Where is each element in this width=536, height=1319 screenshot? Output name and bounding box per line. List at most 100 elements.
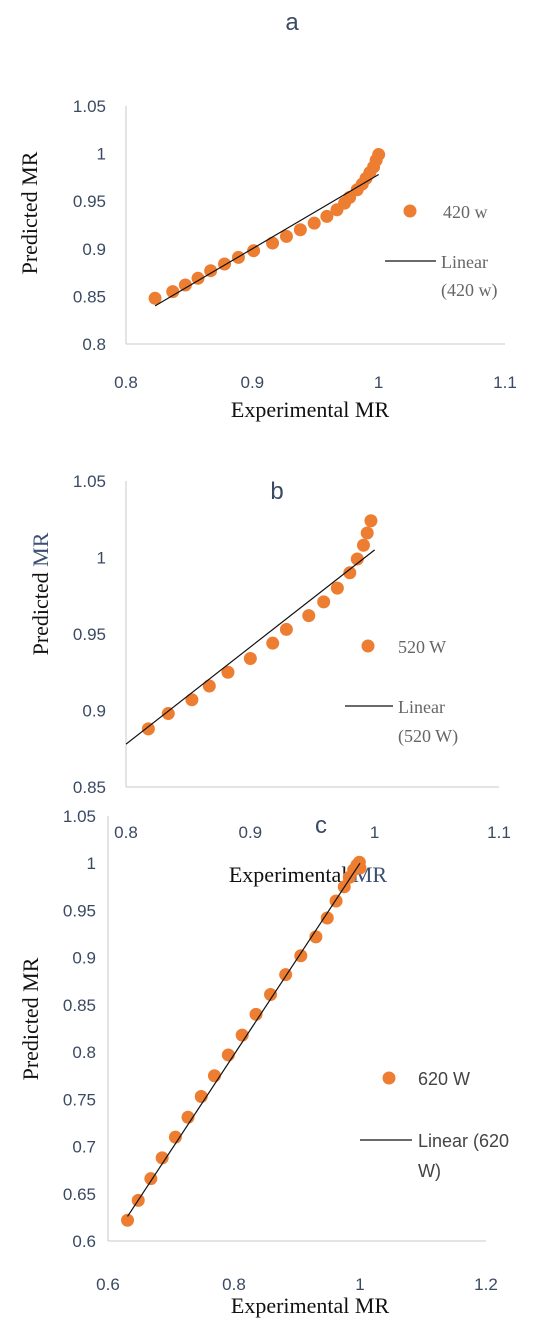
y-axis-title-part: MR: [28, 532, 53, 567]
data-point: [320, 209, 334, 223]
legend-label-points: 620 W: [418, 1069, 470, 1089]
legend-label-trendline: Linear (620 W): [418, 1131, 509, 1181]
data-point: [293, 223, 307, 237]
data-point: [207, 1069, 221, 1083]
chart-panel-c: c 0.6 0.65 0.7 0.75 0.8 0.85 0.9 0.95 1 1.05 0.6 0.8…: [18, 807, 509, 1318]
legend: 520 W Linear (520 W): [345, 637, 458, 747]
data-point: [249, 1007, 263, 1021]
legend-label-points: 420 w: [443, 202, 488, 222]
y-tick-label: 0.95: [73, 192, 106, 211]
data-point: [155, 1151, 169, 1165]
data-point: [243, 651, 257, 665]
x-tick-label: 0.8: [114, 373, 138, 392]
data-point: [364, 514, 378, 528]
data-point: [279, 229, 293, 243]
legend-label-trendline: Linear (520 W): [398, 697, 458, 747]
y-tick-label: 0.6: [72, 1232, 96, 1251]
x-axis-title: Experimental MR: [229, 862, 388, 887]
data-point: [221, 665, 235, 679]
data-point: [168, 1130, 182, 1144]
x-tick-label: 1: [374, 373, 383, 392]
data-point: [266, 636, 280, 650]
y-tick-label: 0.65: [63, 1185, 96, 1204]
x-tick-label: 1.2: [474, 1275, 498, 1294]
x-tick-label: 0.9: [241, 373, 265, 392]
legend-marker-points: [361, 639, 375, 653]
data-point: [202, 679, 216, 693]
chart-panel-b: b 0.85 0.9 0.95 1 1.05 0.8 0.9 1 1.1 Experimental …: [28, 472, 511, 887]
legend: 620 W Linear (620 W): [360, 1069, 509, 1181]
legend-label-line: (420 w): [441, 280, 498, 301]
data-point: [320, 911, 334, 925]
data-point: [221, 1048, 235, 1062]
x-tick-label: 1.1: [487, 823, 511, 842]
y-tick-label: 0.9: [82, 240, 106, 259]
trendline: [125, 549, 376, 745]
data-point: [121, 1213, 135, 1227]
x-axis-title-part: Experimental: [229, 862, 353, 887]
chart-panel-a: a 0.8 0.85 0.9 0.95 1 1.05 0.8 0.9 1 1.1 Experiment…: [17, 9, 517, 422]
trendline: [154, 174, 379, 307]
x-tick-label: 0.9: [239, 823, 263, 842]
y-tick-label: 1: [97, 145, 106, 164]
data-point: [372, 148, 386, 162]
legend-label-line: (520 W): [398, 726, 458, 747]
y-tick-label: 0.95: [73, 625, 106, 644]
panel-label: c: [315, 812, 327, 839]
y-tick-label: 1.05: [63, 807, 96, 826]
y-tick-label: 0.95: [63, 901, 96, 920]
data-point: [178, 278, 192, 292]
x-axis-title: Experimental MR: [231, 397, 390, 422]
data-point: [191, 271, 205, 285]
data-point: [317, 595, 331, 609]
data-point: [141, 722, 155, 736]
y-tick-label: 1: [97, 549, 106, 568]
y-axis-title: Predicted MR: [17, 151, 42, 274]
data-point: [330, 581, 344, 595]
x-tick-label: 1: [370, 823, 379, 842]
legend-marker-points: [403, 204, 417, 218]
data-point: [279, 622, 293, 636]
y-tick-label: 0.85: [73, 287, 106, 306]
data-point: [356, 538, 370, 552]
data-point: [353, 861, 367, 875]
data-point: [360, 526, 374, 540]
y-tick-label: 0.9: [82, 702, 106, 721]
x-tick-label: 1: [355, 1275, 364, 1294]
y-axis-title-part: Predicted: [28, 567, 53, 656]
y-tick-label: 0.9: [72, 949, 96, 968]
legend-marker-points: [382, 1071, 396, 1085]
y-axis-title: Predicted MR: [28, 532, 53, 655]
y-axis-title: Predicted MR: [18, 957, 43, 1080]
y-tick-label: 1: [87, 854, 96, 873]
data-point: [343, 566, 357, 580]
x-tick-label: 1.1: [493, 373, 517, 392]
legend: 420 w Linear (420 w): [385, 202, 498, 301]
data-point: [166, 285, 180, 299]
legend-label-line: Linear (620: [418, 1131, 509, 1151]
y-tick-label: 0.75: [63, 1090, 96, 1109]
legend-label-trendline: Linear (420 w): [441, 252, 498, 301]
y-tick-label: 0.8: [82, 335, 106, 354]
data-point: [204, 264, 218, 278]
panel-label: b: [270, 478, 283, 505]
data-point: [350, 552, 364, 566]
legend-label-line: W): [418, 1161, 441, 1181]
charts-layer: a 0.8 0.85 0.9 0.95 1 1.05 0.8 0.9 1 1.1 Experiment…: [17, 9, 517, 1318]
legend-label-line: Linear: [398, 697, 445, 717]
y-tick-label: 1.05: [73, 97, 106, 116]
data-point: [264, 988, 278, 1001]
y-tick-label: 0.85: [73, 778, 106, 797]
data-point: [185, 693, 199, 707]
y-tick-label: 1.05: [73, 472, 106, 491]
x-tick-label: 0.8: [222, 1275, 246, 1294]
y-tick-label: 0.7: [72, 1138, 96, 1157]
data-point: [307, 216, 321, 230]
panel-label: a: [285, 9, 299, 36]
data-point: [302, 609, 316, 623]
y-tick-label: 0.85: [63, 996, 96, 1015]
data-point: [148, 291, 162, 305]
legend-label-points: 520 W: [398, 637, 446, 657]
data-point: [161, 707, 175, 721]
